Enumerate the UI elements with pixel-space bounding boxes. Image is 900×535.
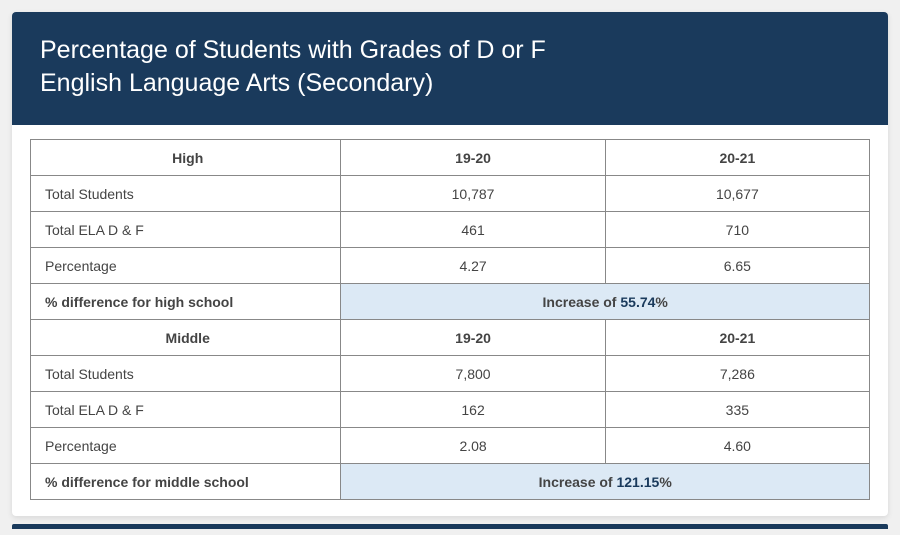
table-row: Percentage 2.08 4.60 (31, 428, 870, 464)
next-slide-peek (12, 524, 888, 529)
diff-label: % difference for high school (31, 284, 341, 320)
diff-row-high: % difference for high school Increase of… (31, 284, 870, 320)
slide-card: Percentage of Students with Grades of D … (12, 12, 888, 516)
cell-value: 4.60 (605, 428, 869, 464)
year-col-2: 20-21 (605, 320, 869, 356)
section-header-middle: Middle 19-20 20-21 (31, 320, 870, 356)
title-line-2: English Language Arts (Secondary) (40, 69, 433, 97)
cell-value: 6.65 (605, 248, 869, 284)
cell-value: 2.08 (341, 428, 605, 464)
cell-value: 710 (605, 212, 869, 248)
diff-suffix: % (659, 474, 671, 490)
row-label: Percentage (31, 428, 341, 464)
row-label: Total ELA D & F (31, 392, 341, 428)
row-label: Total ELA D & F (31, 212, 341, 248)
table-row: Percentage 4.27 6.65 (31, 248, 870, 284)
section-name: High (31, 140, 341, 176)
table-row: Total ELA D & F 461 710 (31, 212, 870, 248)
cell-value: 335 (605, 392, 869, 428)
cell-value: 7,800 (341, 356, 605, 392)
cell-value: 10,677 (605, 176, 869, 212)
row-label: Percentage (31, 248, 341, 284)
cell-value: 10,787 (341, 176, 605, 212)
grades-table: High 19-20 20-21 Total Students 10,787 1… (30, 139, 870, 500)
diff-percent: 121.15 (616, 474, 659, 490)
title-line-1: Percentage of Students with Grades of D … (40, 36, 546, 64)
cell-value: 461 (341, 212, 605, 248)
year-col-1: 19-20 (341, 320, 605, 356)
header-banner: Percentage of Students with Grades of D … (12, 12, 888, 125)
diff-prefix: Increase of (539, 474, 617, 490)
diff-value-cell: Increase of 55.74% (341, 284, 870, 320)
diff-percent: 55.74 (620, 294, 655, 310)
diff-value-cell: Increase of 121.15% (341, 464, 870, 500)
diff-label: % difference for middle school (31, 464, 341, 500)
cell-value: 4.27 (341, 248, 605, 284)
diff-row-middle: % difference for middle school Increase … (31, 464, 870, 500)
cell-value: 162 (341, 392, 605, 428)
row-label: Total Students (31, 356, 341, 392)
page-title: Percentage of Students with Grades of D … (40, 34, 860, 99)
section-header-high: High 19-20 20-21 (31, 140, 870, 176)
cell-value: 7,286 (605, 356, 869, 392)
table-row: Total Students 10,787 10,677 (31, 176, 870, 212)
table-row: Total Students 7,800 7,286 (31, 356, 870, 392)
table-row: Total ELA D & F 162 335 (31, 392, 870, 428)
table-wrapper: High 19-20 20-21 Total Students 10,787 1… (12, 125, 888, 516)
diff-suffix: % (655, 294, 667, 310)
diff-prefix: Increase of (543, 294, 621, 310)
year-col-1: 19-20 (341, 140, 605, 176)
row-label: Total Students (31, 176, 341, 212)
year-col-2: 20-21 (605, 140, 869, 176)
section-name: Middle (31, 320, 341, 356)
